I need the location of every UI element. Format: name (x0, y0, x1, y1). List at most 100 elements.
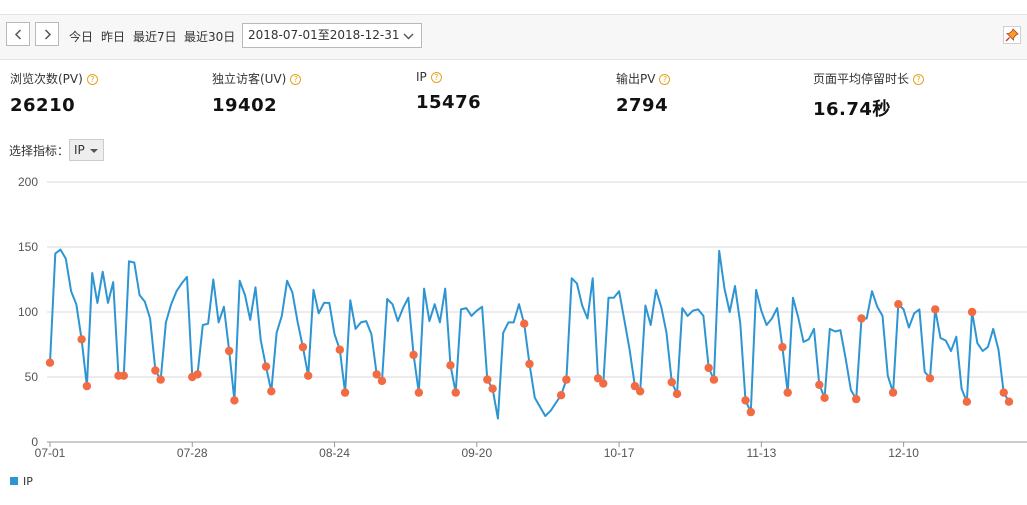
weekend-marker (783, 388, 792, 397)
weekend-marker (525, 359, 534, 369)
weekend-marker (156, 375, 165, 384)
date-range-value: 2018-07-01至2018-12-31 (248, 28, 400, 42)
weekend-marker (261, 362, 271, 371)
quick-range-30days[interactable]: 最近30日 (184, 30, 236, 44)
x-tick-label: 07-28 (177, 446, 208, 460)
chevron-right-icon (44, 29, 52, 40)
weekend-marker (556, 391, 566, 400)
help-icon[interactable]: ? (86, 74, 98, 85)
stat-value: 16.74秒 (813, 99, 891, 120)
weekend-marker (851, 394, 861, 404)
weekend-marker (446, 361, 455, 370)
date-range-picker[interactable]: 2018-07-01至2018-12-31 (242, 23, 422, 48)
weekend-marker (672, 389, 682, 399)
weekend-marker (709, 375, 719, 384)
weekend-marker (451, 388, 460, 397)
y-tick-label: 200 (18, 175, 38, 189)
weekend-marker (962, 397, 972, 406)
pin-button[interactable] (1003, 26, 1021, 44)
stat-pv: 浏览次数(PV)? 26210 (10, 70, 98, 116)
stat-value: 19402 (212, 95, 278, 116)
y-tick-label: 50 (25, 370, 39, 384)
quick-range-yesterday[interactable]: 昨日 (101, 30, 126, 44)
prev-button[interactable] (6, 22, 30, 46)
stat-output-pv: 输出PV? 2794 (616, 70, 671, 116)
help-icon[interactable]: ? (290, 74, 302, 85)
help-icon[interactable]: ? (659, 74, 671, 85)
weekend-marker (335, 345, 345, 354)
stat-label: 独立访客(UV) (212, 72, 287, 86)
weekend-marker (599, 379, 608, 388)
weekend-marker (999, 388, 1008, 397)
weekend-marker (746, 407, 756, 417)
weekend-marker (1004, 397, 1014, 406)
x-tick-label: 07-01 (35, 446, 66, 460)
chevron-left-icon (14, 29, 22, 40)
quick-range-today[interactable]: 今日 (69, 30, 94, 44)
weekend-marker (267, 387, 276, 396)
help-icon[interactable]: ? (430, 72, 442, 83)
ip-line-chart: 0 50 100 150 200 07-01 07-28 08-24 09-20 10-17 11-… (18, 175, 1027, 460)
x-tick-label: 10-17 (604, 446, 635, 460)
series-line-ip (49, 248, 1010, 420)
legend-label: IP (23, 475, 33, 488)
weekend-marker (377, 376, 387, 386)
weekend-marker (967, 307, 977, 317)
weekend-marker (77, 335, 86, 344)
toolbar: 今日 昨日 最近7日 最近30日 2018-07-01至2018-12-31 (0, 14, 1027, 60)
next-button[interactable] (35, 22, 59, 46)
y-tick-label: 100 (18, 305, 38, 319)
quick-range-7days[interactable]: 最近7日 (133, 30, 177, 44)
weekend-marker (45, 358, 55, 367)
weekend-marker (230, 396, 239, 405)
stat-label: 输出PV (616, 72, 656, 86)
caret-down-icon (90, 149, 98, 153)
metric-selector-label: 选择指标： (9, 144, 70, 158)
chart-legend[interactable]: IP (10, 475, 33, 488)
weekend-marker (298, 342, 308, 352)
weekend-marker (562, 375, 571, 384)
weekend-marker (409, 350, 418, 360)
weekend-marker (414, 388, 424, 397)
weekend-marker (520, 319, 529, 328)
weekend-marker (894, 300, 903, 309)
weekend-marker (483, 375, 492, 384)
stat-avg-duration: 页面平均停留时长? 16.74秒 (813, 70, 925, 121)
weekend-marker (635, 387, 645, 396)
weekend-marker (151, 366, 160, 375)
weekend-marker (593, 374, 603, 383)
y-tick-label: 0 (31, 435, 38, 449)
x-tick-label: 09-20 (461, 446, 492, 460)
weekend-marker (820, 393, 829, 402)
metric-select[interactable]: IP (69, 139, 104, 161)
weekend-marker (193, 370, 202, 379)
stat-uv: 独立访客(UV)? 19402 (212, 70, 302, 116)
weekend-marker (488, 384, 497, 393)
weekend-marker (704, 363, 713, 373)
weekend-marker (857, 314, 866, 323)
weekend-marker (667, 378, 676, 387)
stat-ip: IP? 15476 (416, 70, 481, 113)
weekend-marker (741, 396, 750, 405)
weekend-marker (119, 371, 128, 380)
chevron-down-icon (403, 33, 414, 40)
weekend-marker (925, 374, 935, 383)
weekend-marker (340, 388, 350, 397)
stat-value: 2794 (616, 95, 669, 116)
legend-swatch (10, 477, 18, 485)
weekend-marker (888, 388, 898, 397)
pin-icon (1005, 28, 1019, 42)
weekend-marker (630, 381, 640, 391)
weekend-marker (815, 380, 824, 389)
y-tick-label: 150 (18, 240, 38, 254)
stat-value: 26210 (10, 95, 76, 116)
weekend-marker (372, 370, 381, 379)
x-tick-label: 12-10 (888, 446, 919, 460)
weekend-marker (778, 342, 787, 352)
weekend-marker (303, 371, 313, 380)
stat-label: 浏览次数(PV) (10, 72, 83, 86)
help-icon[interactable]: ? (913, 74, 925, 85)
stat-value: 15476 (416, 92, 482, 113)
x-tick-label: 08-24 (319, 446, 350, 460)
weekend-marker (82, 381, 92, 391)
